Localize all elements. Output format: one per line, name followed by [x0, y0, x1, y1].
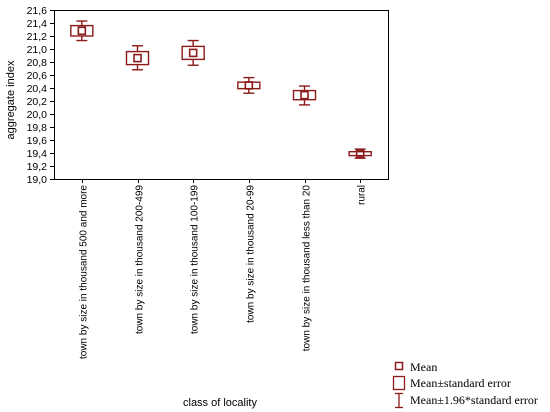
y-tick-label: 21,2 [27, 31, 48, 43]
x-tick-label: rural [357, 185, 368, 205]
plot-marks [70, 20, 372, 159]
legend-mean: Mean [394, 360, 437, 374]
y-tick-label: 19,6 [27, 135, 48, 147]
y-tick-label: 19,8 [27, 122, 48, 134]
y-tick-label: 19,2 [27, 161, 48, 173]
mean-marker [355, 149, 365, 158]
x-category-labels: town by size in thousand 500 and more tow… [79, 179, 368, 359]
mean-marker [244, 81, 254, 90]
legend-ci-label: Mean±1.96*standard error [410, 393, 538, 407]
legend-se-marker [392, 375, 406, 391]
y-tick-label: 20,8 [27, 57, 48, 69]
y-tick-label: 19,0 [27, 174, 48, 186]
se-box [70, 24, 94, 37]
se-box [348, 150, 372, 157]
y-tick-label: 20,4 [27, 83, 48, 95]
x-tick-label: town by size in thousand 20-99 [246, 185, 257, 323]
y-tick-label: 19,4 [27, 148, 48, 160]
y-axis-title: aggregate index [5, 60, 17, 139]
legend-mean-marker [394, 361, 404, 371]
x-axis-title: class of locality [183, 397, 257, 409]
mean-marker [133, 53, 142, 63]
mean-marker [300, 90, 309, 100]
y-tick-label: 20,6 [27, 70, 48, 82]
x-tick-label: town by size in thousand less than 20 [302, 185, 313, 352]
y-tick-label: 21,6 [27, 5, 48, 17]
y-tick-label: 20,2 [27, 96, 48, 108]
y-ticks: 19,019,219,419,619,820,020,220,420,620,8… [27, 5, 54, 186]
plot-frame [54, 10, 389, 180]
x-tick-label: town by size in thousand 200-499 [135, 185, 146, 334]
se-box [181, 45, 205, 61]
se-box [125, 50, 150, 66]
axes [54, 10, 389, 180]
legend-ci: Mean±1.96*standard error [395, 392, 538, 409]
legend-mean-label: Mean [410, 360, 437, 374]
x-tick-label: town by size in thousand 500 and more [79, 185, 90, 359]
legend: Mean Mean±standard error Mean±1.96*stand… [392, 360, 538, 409]
y-tick-label: 21,0 [27, 44, 48, 56]
y-tick-label: 21,4 [27, 18, 48, 30]
y-tick-label: 20,0 [27, 109, 48, 121]
mean-marker [77, 26, 87, 36]
mean-marker [188, 48, 198, 58]
x-tick-label: town by size in thousand 100-199 [190, 185, 201, 334]
legend-se-label: Mean±standard error [410, 376, 511, 390]
legend-se: Mean±standard error [392, 375, 511, 391]
se-box [237, 81, 261, 90]
se-box [292, 89, 317, 101]
